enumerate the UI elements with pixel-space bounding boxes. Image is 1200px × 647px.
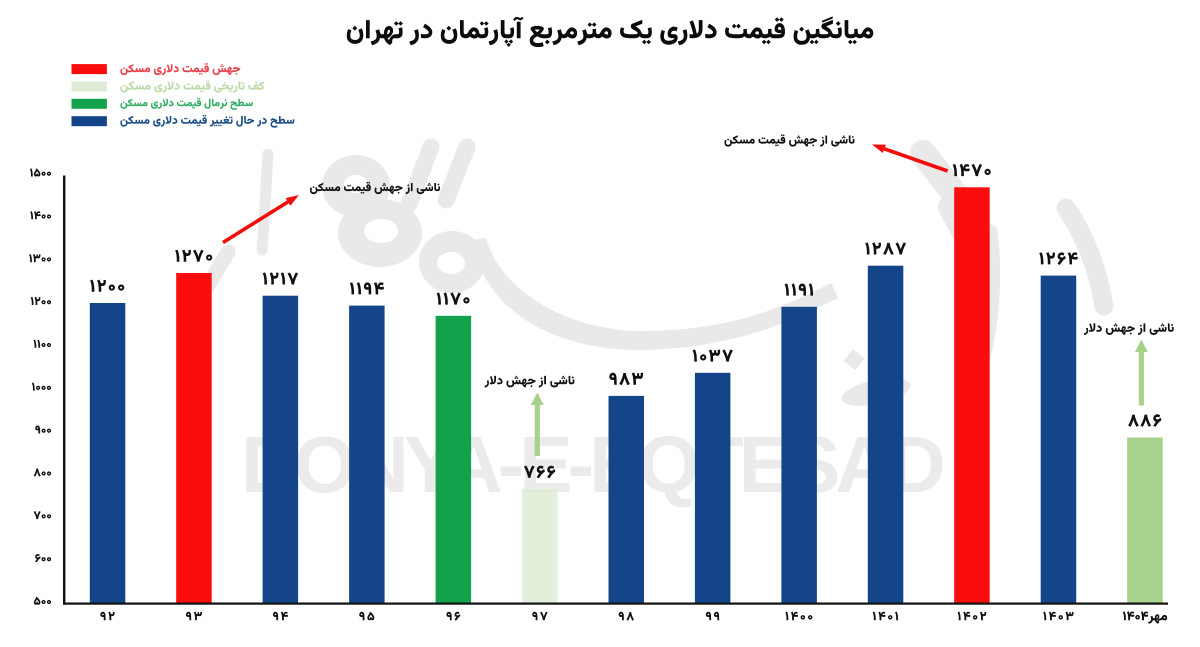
svg-text:DONYA-E-EQTESAD: DONYA-E-EQTESAD	[241, 420, 943, 509]
